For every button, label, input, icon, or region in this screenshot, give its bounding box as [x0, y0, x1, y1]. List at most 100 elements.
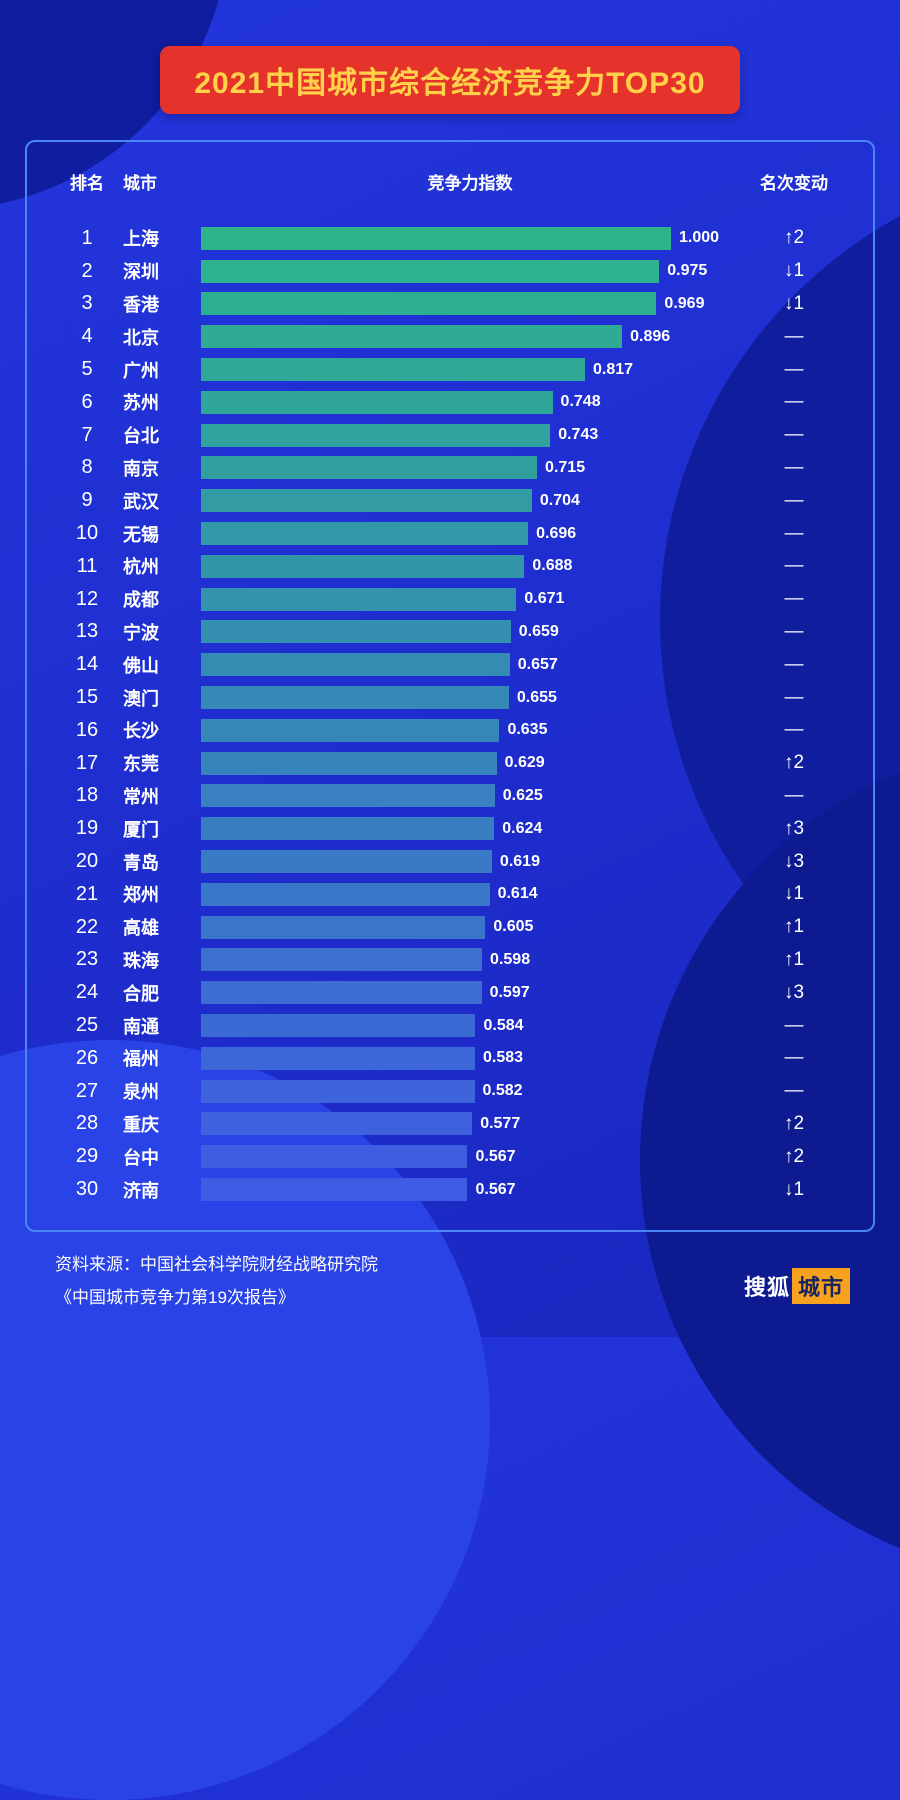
- table-row: 16 长沙 0.635 —: [51, 714, 849, 747]
- value-bar: [201, 489, 532, 513]
- value-bar: [201, 1145, 468, 1169]
- value-bar: [201, 587, 517, 611]
- bar-cell: 0.635: [201, 718, 739, 742]
- value-bar: [201, 358, 585, 382]
- value-bar: [201, 686, 509, 710]
- rank-cell: 22: [75, 915, 99, 938]
- change-cell: ↓1: [783, 260, 805, 282]
- rank-cell: 20: [75, 850, 99, 873]
- change-cell: —: [784, 719, 804, 741]
- bar-cell: 0.688: [201, 554, 739, 578]
- value-label: 0.896: [630, 327, 671, 345]
- rank-cell: 26: [75, 1046, 99, 1069]
- bar-cell: 0.817: [201, 358, 739, 382]
- source-line-1: 资料来源：中国社会科学院财经战略研究院: [55, 1255, 378, 1274]
- value-bar: [201, 1112, 473, 1136]
- rank-cell: 3: [81, 292, 93, 315]
- rank-cell: 2: [81, 259, 93, 282]
- bar-cell: 0.659: [201, 620, 739, 644]
- rank-cell: 10: [75, 522, 99, 545]
- bar-cell: 0.715: [201, 456, 739, 480]
- city-cell: 苏州: [123, 393, 159, 414]
- table-row: 10 无锡 0.696 —: [51, 517, 849, 550]
- table-row: 2 深圳 0.975 ↓1: [51, 255, 849, 288]
- bar-cell: 0.625: [201, 784, 739, 808]
- bar-cell: 0.704: [201, 489, 739, 513]
- value-bar: [201, 456, 538, 480]
- city-cell: 济南: [123, 1180, 159, 1201]
- value-bar: [201, 554, 525, 578]
- city-cell: 深圳: [123, 262, 159, 283]
- city-cell: 台北: [123, 426, 159, 447]
- value-label: 0.659: [518, 622, 559, 640]
- city-cell: 高雄: [123, 918, 159, 939]
- city-cell: 台中: [123, 1147, 159, 1168]
- rank-cell: 15: [75, 686, 99, 709]
- city-cell: 南通: [123, 1016, 159, 1037]
- change-cell: —: [784, 686, 804, 708]
- page-title: 2021中国城市综合经济竞争力TOP30: [160, 46, 740, 114]
- value-label: 0.817: [592, 360, 634, 378]
- city-cell: 澳门: [123, 688, 159, 709]
- bar-cell: 0.619: [201, 850, 739, 874]
- bar-cell: 0.598: [201, 948, 739, 972]
- value-label: 0.657: [517, 655, 558, 673]
- change-cell: —: [784, 522, 804, 544]
- value-label: 0.577: [480, 1114, 521, 1132]
- change-cell: —: [784, 456, 804, 478]
- bar-cell: 0.655: [201, 686, 739, 710]
- value-label: 0.635: [507, 721, 548, 739]
- value-label: 0.625: [502, 786, 543, 804]
- rank-cell: 5: [81, 358, 93, 381]
- bar-cell: 0.567: [201, 1178, 739, 1201]
- logo-sohu-text: 搜狐: [743, 1275, 790, 1300]
- ranking-panel: 排名 城市 竞争力指数 名次变动 1 上海 1.000 ↑2 2 深圳 0.975 ↓1 3 香港…: [25, 140, 875, 1232]
- city-cell: 武汉: [123, 491, 159, 512]
- bar-cell: 0.969: [201, 292, 739, 316]
- value-bar: [201, 1178, 468, 1201]
- table-row: 29 台中 0.567 ↑2: [51, 1140, 849, 1173]
- table-row: 18 常州 0.625 —: [51, 780, 849, 813]
- city-cell: 郑州: [123, 885, 159, 906]
- city-cell: 东莞: [123, 754, 159, 775]
- change-cell: ↑1: [783, 948, 805, 970]
- bar-cell: 0.582: [201, 1079, 739, 1103]
- change-cell: —: [784, 653, 804, 675]
- rank-cell: 4: [81, 325, 93, 348]
- value-bar: [201, 292, 657, 316]
- value-bar: [201, 620, 511, 644]
- change-cell: ↑3: [783, 817, 805, 839]
- bar-cell: 0.629: [201, 751, 739, 775]
- value-label: 0.696: [536, 524, 577, 542]
- table-row: 12 成都 0.671 —: [51, 583, 849, 616]
- table-row: 11 杭州 0.688 —: [51, 550, 849, 583]
- change-cell: ↓3: [783, 981, 805, 1003]
- table-row: 6 苏州 0.748 —: [51, 386, 849, 419]
- bar-cell: 0.671: [201, 587, 739, 611]
- change-cell: ↑2: [783, 1145, 805, 1167]
- table-row: 26 福州 0.583 —: [51, 1042, 849, 1075]
- bar-cell: 0.583: [201, 1046, 739, 1070]
- value-bar: [201, 1079, 475, 1103]
- city-cell: 无锡: [123, 524, 159, 545]
- value-label: 0.655: [516, 688, 557, 706]
- rank-cell: 16: [75, 718, 99, 741]
- city-cell: 长沙: [123, 721, 159, 742]
- value-label: 0.598: [490, 950, 531, 968]
- rank-cell: 29: [75, 1145, 99, 1168]
- value-label: 0.614: [497, 885, 538, 903]
- change-cell: ↑2: [783, 227, 805, 249]
- value-bar: [201, 522, 529, 546]
- value-label: 0.597: [489, 983, 530, 1001]
- table-row: 14 佛山 0.657 —: [51, 648, 849, 681]
- change-cell: —: [784, 325, 804, 347]
- table-row: 24 合肥 0.597 ↓3: [51, 976, 849, 1009]
- value-label: 0.748: [560, 393, 601, 411]
- source-line-2: 《中国城市竞争力第19次报告》: [55, 1288, 295, 1308]
- rank-cell: 21: [75, 882, 99, 905]
- city-cell: 南京: [123, 458, 159, 479]
- table-row: 7 台北 0.743 —: [51, 419, 849, 452]
- table-rows: 1 上海 1.000 ↑2 2 深圳 0.975 ↓1 3 香港 0.969 ↓1 4 北京 0.896—5…: [51, 222, 849, 1206]
- value-bar: [201, 423, 551, 447]
- value-label: 0.715: [545, 458, 586, 476]
